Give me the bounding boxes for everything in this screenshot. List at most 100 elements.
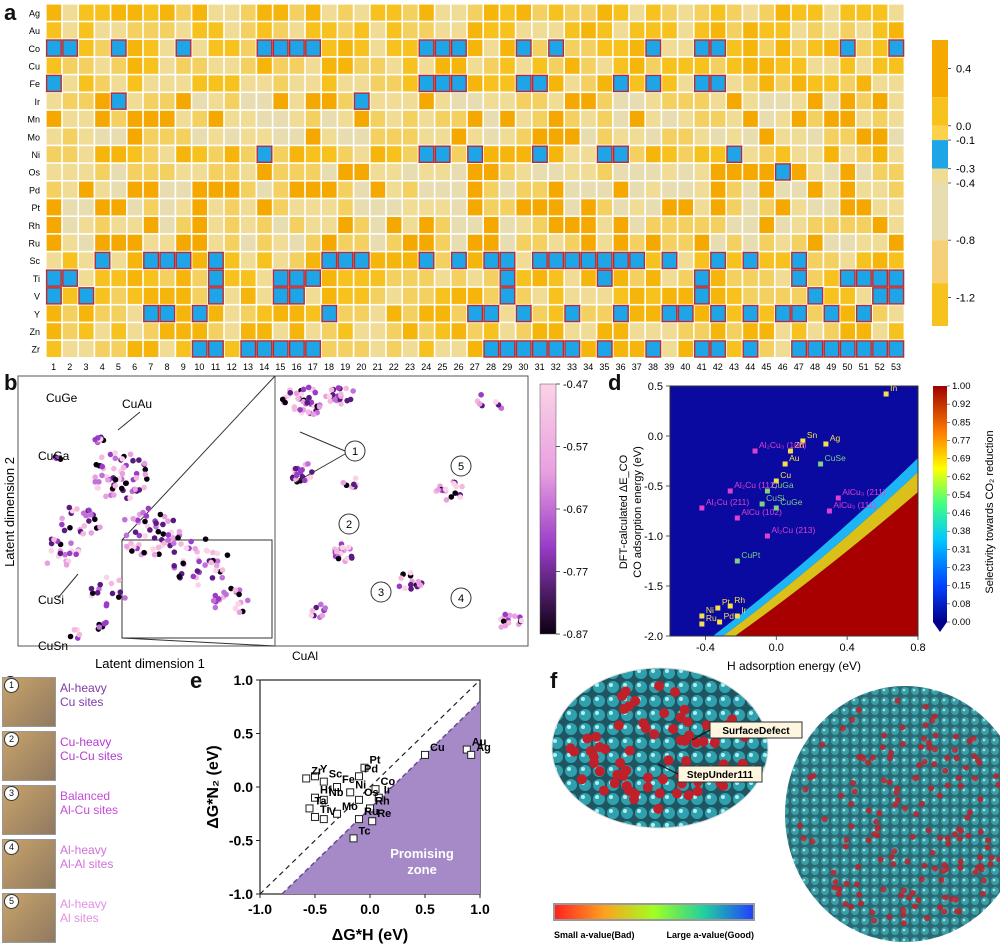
cell-Ti-40 <box>678 270 693 287</box>
cell-Pt-17 <box>305 199 321 216</box>
cell-Rh-5 <box>111 217 126 234</box>
cell-Os-6 <box>127 163 143 180</box>
cell-Ag-5 <box>111 4 126 21</box>
latent-point <box>129 548 135 554</box>
latent-point <box>160 531 167 537</box>
cell-Ni-45 <box>759 146 774 163</box>
cell-Zn-39 <box>662 323 677 340</box>
cell-Ni-40 <box>678 146 693 163</box>
cell-Ti-28 <box>484 270 499 287</box>
cell-Os-4 <box>95 163 110 180</box>
cell-V-42 <box>710 287 726 304</box>
d-ytick-label-2: -0.5 <box>644 481 663 493</box>
cluster-number-circle-3 <box>370 581 392 603</box>
cell-Y-39 <box>661 304 678 323</box>
cell-Co-20 <box>354 40 369 57</box>
cell-V-30 <box>516 287 531 304</box>
cell-Mn-19 <box>338 110 353 127</box>
cell-Sc-46 <box>775 252 791 269</box>
e-point-label-Ir: Ir <box>384 785 392 797</box>
cell-Ag-40 <box>678 4 693 21</box>
row-label-Ti: Ti <box>33 274 40 284</box>
latent-point <box>141 484 147 491</box>
cell-Co-27 <box>467 40 483 57</box>
cell-Ir-34 <box>581 93 596 110</box>
cell-Y-19 <box>338 305 353 322</box>
cell-Cu-7 <box>143 57 159 74</box>
latent-point <box>171 549 178 555</box>
latent-point <box>511 613 518 619</box>
cell-Ni-36 <box>612 145 629 163</box>
cell-Mo-5 <box>111 128 126 145</box>
cell-Ir-28 <box>484 93 499 110</box>
cell-Mn-46 <box>775 110 791 127</box>
cell-Zn-23 <box>403 323 418 340</box>
zoom-defect-atom <box>609 778 620 789</box>
cell-Ni-48 <box>808 146 823 163</box>
cell-Zn-2 <box>62 323 78 340</box>
col-label-27: 27 <box>470 362 480 372</box>
cell-Zn-8 <box>160 323 175 340</box>
cell-Sc-2 <box>62 252 78 269</box>
cell-Ru-25 <box>435 234 450 251</box>
sphere-defect-atom <box>853 881 860 888</box>
cell-Y-32 <box>548 305 564 322</box>
cell-Ag-10 <box>192 4 207 21</box>
site-5-line2: Al sites <box>60 911 99 925</box>
cell-Ti-11 <box>207 269 224 287</box>
zoom-defect-atom <box>624 745 635 756</box>
cell-Au-17 <box>305 22 321 39</box>
latent-point <box>350 481 357 488</box>
site-type-5: 5 Al-heavy Al sites <box>0 891 150 943</box>
heatmap-grid <box>45 4 905 358</box>
e-point-Tc <box>349 834 358 843</box>
sphere-defect-atoms <box>796 697 1000 927</box>
sphere-defect-atom <box>894 796 901 803</box>
cell-Zr-35 <box>596 340 613 358</box>
e-point-Nb <box>319 795 328 804</box>
sphere-defect-atom <box>944 835 951 842</box>
cell-Ti-42 <box>710 270 726 287</box>
cell-Pd-6 <box>127 181 143 198</box>
cell-Cu-19 <box>338 57 353 74</box>
cell-Ti-8 <box>160 270 175 287</box>
cell-Sc-25 <box>435 252 450 269</box>
latent-point <box>103 574 110 581</box>
cell-Ag-1 <box>46 4 62 21</box>
cell-Mn-35 <box>597 110 612 127</box>
row-label-Ag: Ag <box>29 8 40 18</box>
sphere-defect-atom <box>931 761 938 768</box>
cell-Sc-15 <box>273 252 288 269</box>
cell-Ti-10 <box>192 270 207 287</box>
cell-Ag-46 <box>775 4 791 21</box>
cell-Os-16 <box>289 163 305 180</box>
sphere-defect-atom <box>987 861 994 868</box>
cell-Sc-13 <box>241 252 256 269</box>
e-point-label-Rh: Rh <box>375 795 390 807</box>
zoom-defect-atom <box>653 803 664 814</box>
latent-point <box>194 568 201 574</box>
cell-Fe-13 <box>241 75 256 92</box>
col-label-17: 17 <box>308 362 318 372</box>
cell-Pd-33 <box>565 181 580 198</box>
cell-Co-4 <box>95 40 110 57</box>
cell-Ir-1 <box>46 93 62 110</box>
cell-Os-43 <box>727 163 742 180</box>
cell-V-39 <box>662 287 677 304</box>
cell-Au-43 <box>727 22 742 39</box>
latent-point <box>89 590 96 596</box>
sphere-defect-atom <box>865 807 872 814</box>
latent-point <box>142 471 149 478</box>
cell-Fe-17 <box>305 75 321 92</box>
sphere-defect-atom <box>996 856 1000 863</box>
cell-Rh-43 <box>727 217 742 234</box>
cell-Zr-51 <box>855 340 872 358</box>
cell-Mo-20 <box>354 128 369 145</box>
cell-Rh-14 <box>257 217 272 234</box>
cell-Ni-32 <box>548 146 564 163</box>
cell-Sc-26 <box>450 251 467 270</box>
cell-Y-15 <box>273 305 288 322</box>
latent-point <box>119 456 125 462</box>
cell-Os-9 <box>176 163 191 180</box>
latent-point <box>502 611 509 618</box>
